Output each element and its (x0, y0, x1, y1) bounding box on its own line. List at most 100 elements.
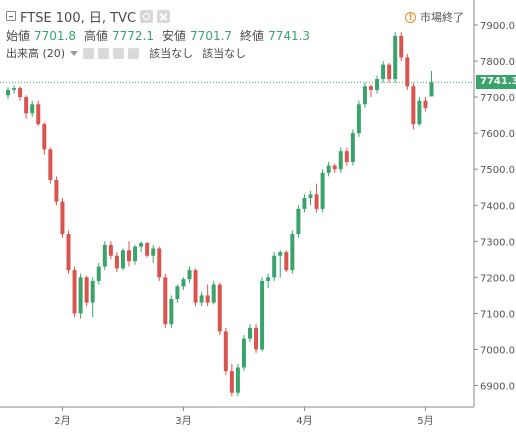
candle-body (248, 327, 252, 339)
add-icon[interactable] (113, 47, 125, 59)
candle-body (356, 104, 361, 134)
candle-body (296, 208, 301, 235)
candle-body (72, 270, 77, 314)
y-tick-label: 7500.0 (480, 165, 515, 176)
candle-body (169, 298, 174, 325)
candle-body (175, 286, 180, 299)
volume-value-2: 該当なし (202, 47, 247, 60)
chart-title: FTSE 100, 日, TVC (20, 10, 137, 26)
x-tick-label: 3月 (175, 415, 191, 427)
y-tick-label: 7300.0 (480, 237, 515, 248)
candle-body (387, 64, 392, 80)
market-status: ! 市場終了 (405, 9, 464, 25)
candle-body (332, 165, 337, 170)
close-label: 終値 (240, 29, 265, 43)
candle-body (411, 86, 416, 125)
candle-body (381, 64, 386, 80)
volume-value-1: 該当なし (149, 47, 194, 60)
x-tick-label: 2月 (54, 415, 70, 427)
y-tick-label: 7400.0 (480, 201, 515, 212)
close-value: 7741.3 (268, 28, 311, 43)
candle-body (393, 35, 398, 80)
low-value: 7701.7 (190, 28, 233, 43)
candle-body (96, 266, 101, 281)
candle-body (314, 194, 319, 209)
candle-body (235, 367, 240, 393)
candle-body (102, 244, 107, 267)
y-tick-label: 7100.0 (480, 309, 515, 320)
candle-body (326, 165, 331, 173)
candle-body (429, 82, 434, 97)
y-tick-label: 7800.0 (480, 57, 515, 68)
candle-body (266, 277, 271, 281)
candle-body (193, 270, 198, 303)
candle-body (399, 35, 404, 58)
candle-body (36, 104, 41, 125)
y-tick-label: 6900.0 (480, 382, 515, 393)
header-row: FTSE 100, 日, TVC (6, 8, 171, 26)
open-label: 始値 (6, 29, 31, 43)
alert-icon[interactable]: ! (405, 11, 416, 23)
x-tick-label: 5月 (417, 415, 433, 427)
candle-body (78, 277, 83, 314)
candle-body (54, 180, 59, 202)
candle-body (260, 280, 265, 350)
y-tick-label: 7000.0 (480, 345, 515, 356)
candle-body (375, 79, 380, 90)
open-value: 7701.8 (34, 28, 77, 43)
y-tick-label: 7200.0 (480, 273, 515, 284)
collapse-icon[interactable] (6, 11, 16, 21)
settings-icon[interactable] (140, 9, 154, 23)
volume-dropdown-icon[interactable] (70, 50, 79, 56)
candle-body (151, 248, 156, 256)
candle-body (30, 104, 35, 114)
candle-body (6, 89, 10, 96)
remove-icon[interactable] (128, 47, 140, 59)
candle-body (157, 248, 162, 278)
x-tick-label: 4月 (296, 415, 312, 427)
candle-body (127, 250, 131, 262)
candle-body (120, 250, 125, 269)
candle-body (108, 244, 113, 256)
candle-body (114, 255, 119, 269)
y-tick-label: 7900.0 (480, 21, 515, 32)
candle-body (18, 88, 23, 98)
candle-body (229, 371, 234, 393)
candle-body (187, 270, 192, 280)
candle-body (90, 280, 95, 303)
candle-body (12, 88, 17, 90)
close-icon[interactable] (157, 9, 171, 23)
last-price-badge: 7741.3 (476, 75, 516, 90)
y-tick-label: 7600.0 (480, 129, 515, 140)
candle-body (48, 149, 53, 181)
low-label: 安値 (162, 29, 187, 43)
settings-icon-small[interactable] (98, 47, 110, 59)
y-tick-label: 7700.0 (480, 93, 515, 104)
high-label: 高値 (84, 29, 109, 43)
eye-icon[interactable] (83, 47, 95, 59)
candle-body (290, 234, 295, 271)
ohlc-row: 始値 7701.8 高値 7772.1 安値 7701.7 終値 7741.3 (6, 27, 314, 44)
candle-body (308, 194, 313, 199)
candle-body (302, 198, 307, 209)
candle-body (350, 133, 355, 162)
high-value: 7772.1 (112, 28, 155, 43)
candle-body (254, 327, 259, 350)
candle-body (284, 252, 289, 271)
candle-body (205, 295, 210, 303)
candle-body (24, 97, 29, 114)
candle-body (42, 124, 47, 150)
candle-body (320, 172, 325, 209)
candle-body (181, 279, 186, 287)
candle-body (369, 86, 373, 90)
candle-body (417, 100, 422, 125)
candle-body (405, 57, 410, 87)
volume-row: 出来高 (20) 該当なし 該当なし (6, 45, 246, 61)
candle-body (241, 338, 246, 368)
candle-body (272, 255, 277, 278)
market-status-text: 市場終了 (420, 11, 464, 24)
candle-body (211, 284, 216, 303)
candle-body (145, 243, 150, 256)
